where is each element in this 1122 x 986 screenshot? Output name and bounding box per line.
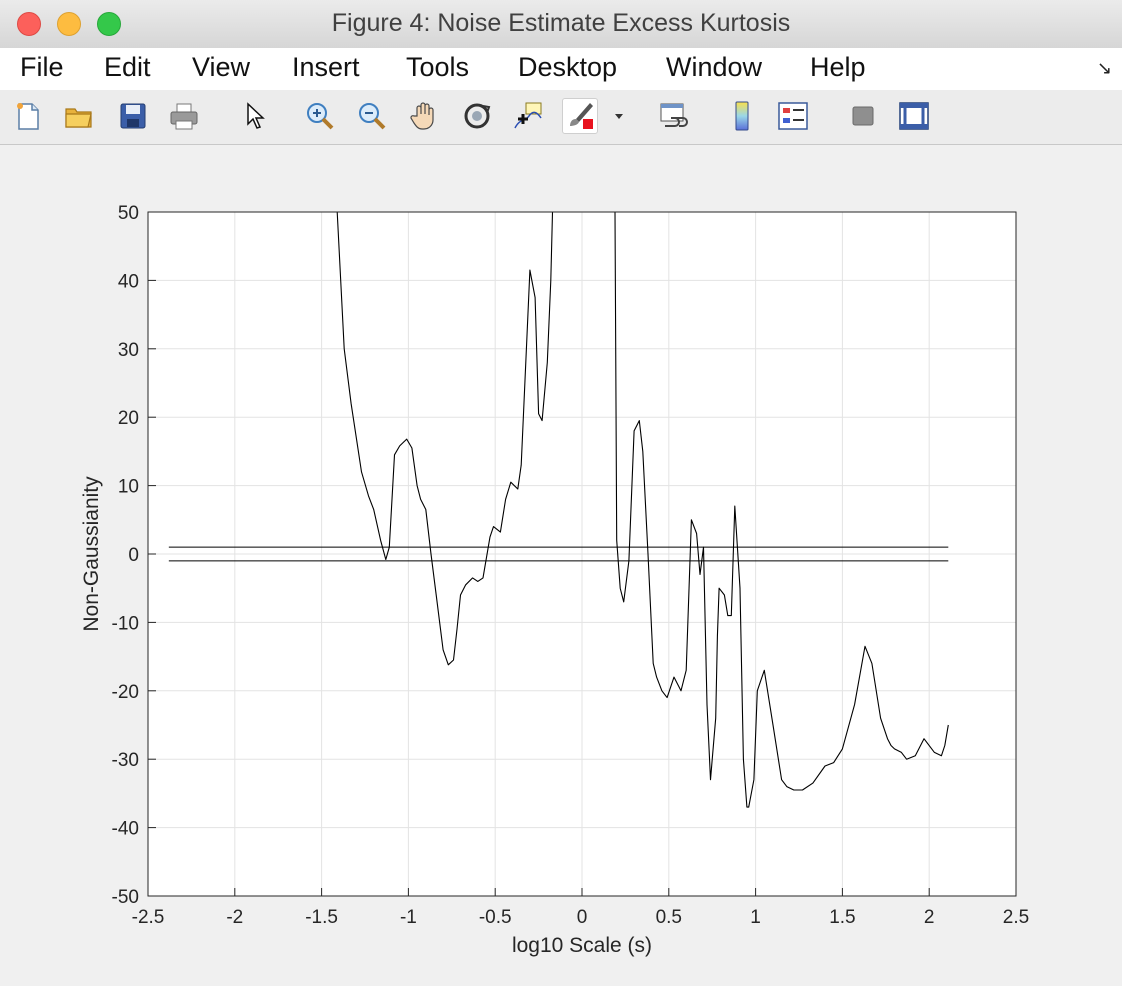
y-tick-label: 50 <box>118 203 139 224</box>
x-tick-label: -1.5 <box>305 907 338 928</box>
menu-window[interactable]: Window <box>666 52 763 82</box>
figure-canvas: -2.5 -2 -1.5 -1 -0.5 0 0.5 1 1.5 2 2.5 50 40 30 20 10 0… <box>0 145 1122 986</box>
y-tick-label: -20 <box>112 682 139 703</box>
x-tick-label: -1 <box>400 907 417 928</box>
x-tick-label: 0 <box>577 907 588 928</box>
zoom-in-icon[interactable] <box>302 98 338 134</box>
y-tick-labels: 50 40 30 20 10 0 -10 -20 -30 -40 -50 <box>112 203 139 908</box>
data-cursor-icon[interactable] <box>510 98 546 134</box>
save-icon[interactable] <box>115 98 151 134</box>
brush-icon[interactable] <box>562 98 598 134</box>
close-window-button[interactable] <box>17 12 41 36</box>
x-tick-label: -2.5 <box>132 907 165 928</box>
window-titlebar[interactable]: Figure 4: Noise Estimate Excess Kurtosis <box>0 0 1122 49</box>
data-series <box>336 211 949 808</box>
y-tick-label: 30 <box>118 340 139 361</box>
window-title: Figure 4: Noise Estimate Excess Kurtosis <box>331 9 791 37</box>
x-tick-label: 1.5 <box>829 907 855 928</box>
figure-toolbar <box>0 90 1122 145</box>
menu-help[interactable]: Help <box>810 52 866 82</box>
colorbar-icon[interactable] <box>724 98 760 134</box>
menu-file[interactable]: File <box>20 52 64 82</box>
y-tick-label: 40 <box>118 271 139 292</box>
y-tick-label: -30 <box>112 750 139 771</box>
line-chart[interactable]: -2.5 -2 -1.5 -1 -0.5 0 0.5 1 1.5 2 2.5 50 40 30 20 10 0… <box>0 145 1122 986</box>
print-icon[interactable] <box>166 98 202 134</box>
y-tick-label: 10 <box>118 477 139 498</box>
zoom-out-icon[interactable] <box>354 98 390 134</box>
brush-dropdown-icon[interactable] <box>606 98 632 134</box>
y-tick-label: -40 <box>112 819 139 840</box>
x-tick-labels: -2.5 -2 -1.5 -1 -0.5 0 0.5 1 1.5 2 2.5 <box>132 907 1030 928</box>
series-line <box>336 211 556 666</box>
menu-edit[interactable]: Edit <box>104 52 151 82</box>
y-tick-label: -10 <box>112 613 139 634</box>
menu-bar: File Edit View Insert Tools Desktop Wind… <box>0 48 1122 91</box>
menu-tools[interactable]: Tools <box>406 52 470 82</box>
show-plot-tools-icon[interactable] <box>896 98 932 134</box>
pan-hand-icon[interactable] <box>407 98 443 134</box>
x-axis-label: log10 Scale (s) <box>512 934 652 957</box>
dock-figure-icon[interactable]: ↘ <box>1097 58 1113 78</box>
link-plot-icon[interactable] <box>655 98 691 134</box>
series-line <box>614 211 949 808</box>
x-tick-label: -0.5 <box>479 907 512 928</box>
pointer-icon[interactable] <box>236 98 272 134</box>
y-axis-label: Non-Gaussianity <box>80 476 103 632</box>
axes-box <box>147 211 1017 897</box>
minimize-window-button[interactable] <box>57 12 81 36</box>
rotate-3d-icon[interactable] <box>459 98 495 134</box>
zoom-window-button[interactable] <box>97 12 121 36</box>
y-tick-label: -50 <box>112 887 139 908</box>
x-tick-label: -2 <box>226 907 243 928</box>
legend-icon[interactable] <box>775 98 811 134</box>
new-figure-icon[interactable] <box>10 98 46 134</box>
x-tick-label: 0.5 <box>656 907 682 928</box>
x-tick-label: 2.5 <box>1003 907 1029 928</box>
reference-lines <box>168 546 949 562</box>
x-tick-label: 2 <box>924 907 935 928</box>
y-tick-label: 20 <box>118 408 139 429</box>
menu-view[interactable]: View <box>192 52 251 82</box>
x-tick-label: 1 <box>750 907 761 928</box>
y-tick-label: 0 <box>128 545 139 566</box>
menu-desktop[interactable]: Desktop <box>518 52 618 82</box>
open-file-icon[interactable] <box>61 98 97 134</box>
hide-plot-tools-icon[interactable] <box>845 98 881 134</box>
menu-insert[interactable]: Insert <box>292 52 360 82</box>
